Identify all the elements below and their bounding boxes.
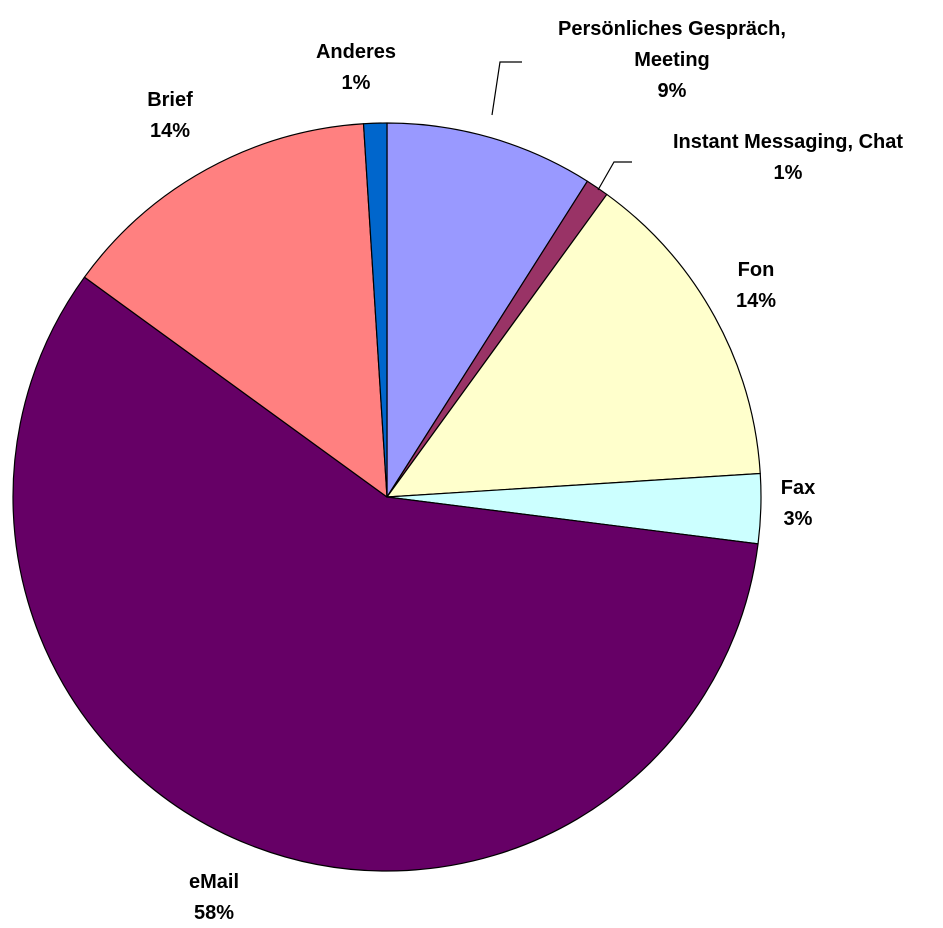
- pie-slice-email: [12, 276, 759, 872]
- slice-label-email: eMail 58%: [189, 871, 239, 924]
- pie-slice-anderes: [362, 122, 388, 498]
- pie-slices: [12, 122, 762, 872]
- leader-line-personliches-gesprach-meeting: [491, 61, 522, 116]
- slice-label-fax: Fax 3%: [781, 477, 815, 530]
- pie-slice-fon: [386, 193, 761, 498]
- slice-label-instant-messaging-chat: Instant Messaging, Chat 1%: [673, 131, 903, 184]
- leader-lines: [491, 61, 632, 191]
- slice-labels: Persönliches Gespräch, Meeting 9% Instant M…: [147, 18, 903, 924]
- pie-slice-personliches-gesprach-meeting: [386, 122, 588, 498]
- leader-line-instant-messaging-chat: [597, 161, 632, 191]
- slice-label-fon: Fon 14%: [736, 259, 776, 312]
- slice-label-brief: Brief 14%: [147, 89, 193, 142]
- slice-label-anderes: Anderes 1%: [316, 41, 396, 94]
- slice-label-personliches-gesprach-meeting: Persönliches Gespräch, Meeting 9%: [558, 18, 786, 102]
- pie-slice-brief: [83, 123, 388, 498]
